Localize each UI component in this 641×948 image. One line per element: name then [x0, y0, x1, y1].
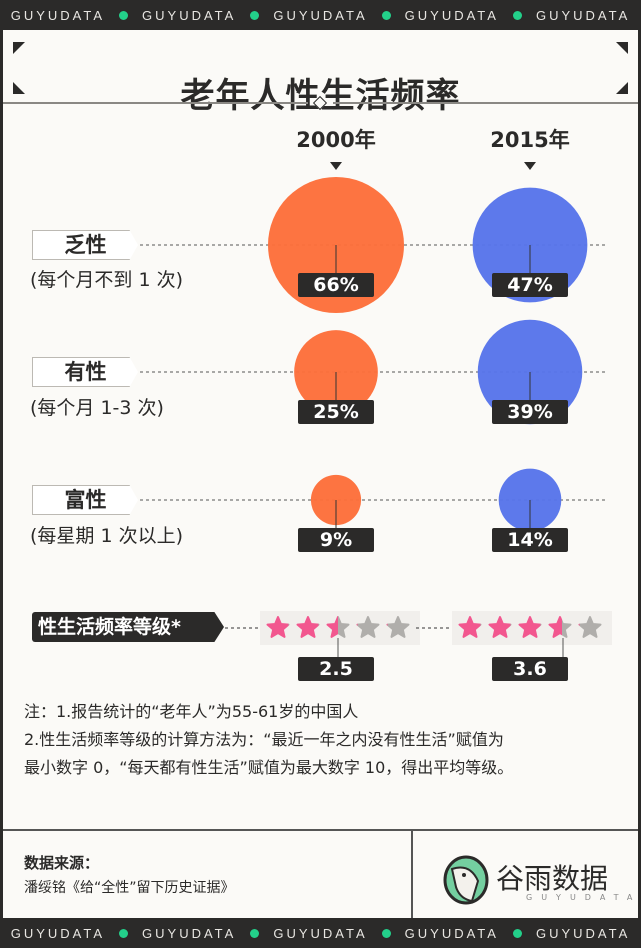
brand-text: GUYUDATA: [404, 7, 499, 23]
brand-text: GUYUDATA: [142, 925, 237, 941]
rating-value-2015: 3.6: [492, 657, 568, 681]
value-label: 39%: [492, 400, 568, 424]
star-icon: [548, 616, 572, 638]
star-icon: [488, 616, 512, 638]
brand-text: GUYUDATA: [10, 7, 106, 23]
note-line: 注：1.报告统计的“老年人”为55-61岁的中国人: [24, 702, 359, 721]
star-icon: [266, 616, 290, 638]
corner-decoration: [616, 42, 628, 54]
value-label: 47%: [492, 273, 568, 297]
divider: [3, 102, 308, 104]
infographic-panel: 老年人性生活频率: [3, 30, 638, 918]
star-icon: [518, 616, 542, 638]
star-icon: [326, 616, 350, 638]
dot-icon: [250, 928, 260, 938]
dot-icon: [381, 928, 391, 938]
row-sub-rich: (每星期 1 次以上): [30, 525, 183, 547]
brand-bar-bottom: GUYUDATA GUYUDATA GUYUDATA GUYUDATA GUYUDATA: [0, 918, 641, 948]
star-icon: [578, 616, 602, 638]
dot-icon: [512, 928, 522, 938]
row-sub-some: (每个月 1-3 次): [30, 397, 164, 419]
source-text: 潘绥铭《给“全性”留下历史证据》: [24, 880, 235, 896]
star-icon: [386, 616, 410, 638]
corner-decoration: [13, 82, 25, 94]
logo-sub: GUYUDATA: [526, 893, 641, 902]
brand-text: GUYUDATA: [535, 7, 631, 23]
source-label: 数据来源：: [24, 854, 100, 872]
bird-logo-icon: [443, 855, 489, 905]
brand-text: GUYUDATA: [273, 925, 368, 941]
star-icon: [356, 616, 380, 638]
value-label: 14%: [492, 528, 568, 552]
dot-icon: [512, 10, 522, 20]
star-icon: [296, 616, 320, 638]
row-label-rich: 富性: [32, 485, 138, 515]
note-line: 2.性生活频率等级的计算方法为：“最近一年之内没有性生活”赋值为: [24, 730, 504, 749]
year-header-2000: 2000年: [296, 128, 376, 152]
divider: [333, 102, 638, 104]
brand-text: GUYUDATA: [273, 7, 368, 23]
row-sub-lack: (每个月不到 1 次): [30, 269, 183, 291]
rating-value-2000: 2.5: [298, 657, 374, 681]
dot-icon: [381, 10, 391, 20]
brand-text: GUYUDATA: [10, 925, 106, 941]
brand-text: GUYUDATA: [535, 925, 631, 941]
dot-icon: [250, 10, 260, 20]
corner-decoration: [13, 42, 25, 54]
rating-label: 性生活频率等级*: [32, 612, 224, 642]
logo-name: 谷雨数据: [496, 862, 609, 895]
brand-text: GUYUDATA: [404, 925, 499, 941]
notes: 注：1.报告统计的“老年人”为55-61岁的中国人 2.性生活频率等级的计算方法…: [24, 698, 513, 782]
bubble-2015年-富性: [498, 468, 562, 532]
brand-text: GUYUDATA: [142, 7, 237, 23]
row-label-some: 有性: [32, 357, 138, 387]
row-label-lack: 乏性: [32, 230, 138, 260]
source: 数据来源： 潘绥铭《给“全性”留下历史证据》: [24, 852, 235, 897]
down-triangle-icon: [524, 162, 536, 170]
dot-icon: [119, 10, 129, 20]
divider: [3, 829, 638, 831]
divider: [411, 830, 413, 918]
year-header-2015: 2015年: [490, 128, 570, 152]
corner-decoration: [616, 82, 628, 94]
dot-icon: [119, 928, 129, 938]
value-label: 66%: [298, 273, 374, 297]
note-line: 最小数字 0，“每天都有性生活”赋值为最大数字 10，得出平均等级。: [24, 758, 514, 777]
star-icon: [458, 616, 482, 638]
value-label: 9%: [298, 528, 374, 552]
brand-bar-top: GUYUDATA GUYUDATA GUYUDATA GUYUDATA GUYUDATA: [0, 0, 641, 30]
value-label: 25%: [298, 400, 374, 424]
down-triangle-icon: [330, 162, 342, 170]
